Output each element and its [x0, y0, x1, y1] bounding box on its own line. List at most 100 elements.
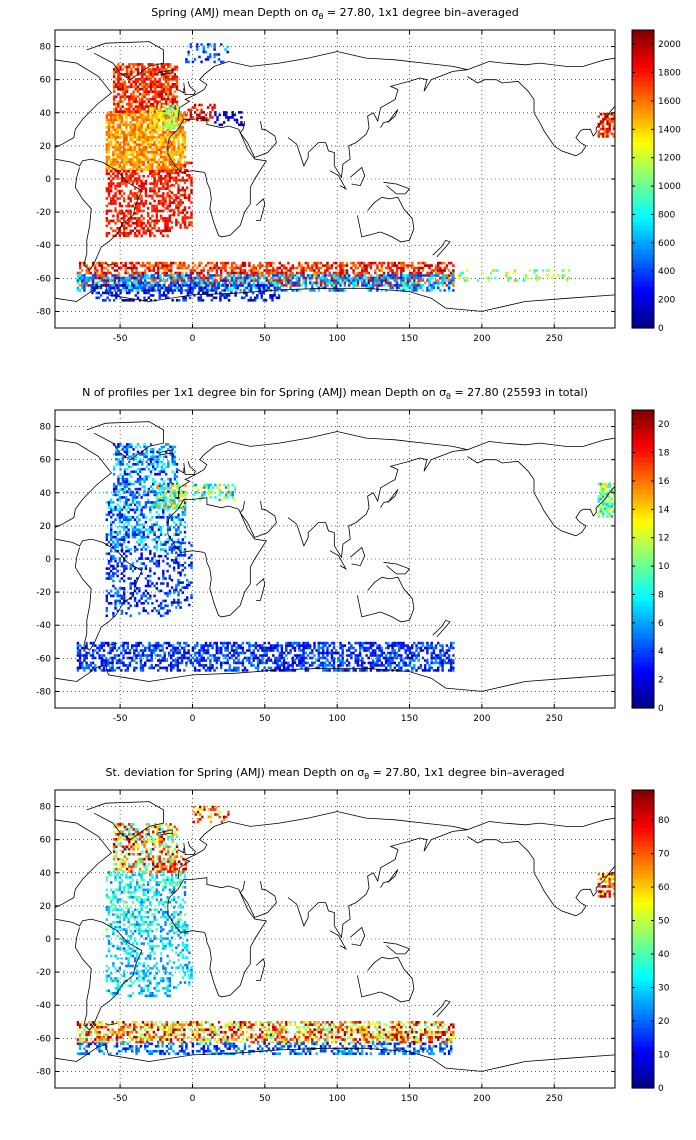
data-bin [181, 118, 184, 122]
data-bin [186, 186, 189, 190]
colorbar-segment [632, 183, 654, 189]
data-bin [267, 281, 271, 285]
data-bin [131, 174, 135, 178]
data-bin [129, 136, 132, 139]
data-bin [168, 128, 171, 132]
data-bin [298, 271, 301, 275]
data-bin [164, 153, 167, 156]
data-bin [105, 145, 108, 149]
data-bin [367, 276, 370, 280]
data-bin [371, 279, 375, 282]
data-bin [83, 289, 86, 292]
data-bin [136, 118, 139, 122]
data-bin [183, 165, 187, 169]
data-bin [230, 276, 234, 280]
data-bin [162, 121, 165, 124]
data-bin [447, 281, 451, 285]
data-bin [434, 279, 438, 282]
colorbar-segment [632, 141, 654, 148]
data-bin [146, 212, 150, 215]
data-bin [387, 266, 390, 270]
data-bin [149, 136, 152, 139]
data-bin [118, 543, 122, 546]
data-bin [168, 145, 171, 149]
data-bin [140, 214, 143, 218]
data-bin [115, 83, 118, 86]
data-bin [125, 450, 129, 454]
data-bin [430, 274, 433, 277]
data-bin [315, 264, 318, 267]
data-bin [142, 202, 145, 205]
data-bin [220, 261, 223, 265]
data-bin [354, 281, 357, 285]
data-bin [227, 118, 230, 122]
data-bin [177, 136, 180, 139]
data-bin [124, 281, 127, 285]
data-bin [105, 535, 108, 539]
data-bin [135, 274, 138, 277]
data-bin [129, 209, 132, 213]
data-bin [114, 572, 117, 575]
data-bin [127, 158, 130, 161]
data-bin [151, 582, 154, 585]
data-bin [144, 155, 148, 159]
data-bin [126, 276, 129, 280]
data-bin [145, 78, 148, 81]
data-bin [100, 264, 103, 267]
data-bin [142, 493, 145, 497]
data-bin [200, 60, 203, 64]
data-bin [426, 289, 429, 292]
data-bin [138, 453, 142, 456]
data-bin [171, 97, 174, 101]
data-bin [141, 87, 144, 91]
data-bin [175, 530, 178, 534]
data-bin [406, 264, 409, 267]
colorbar-segment [632, 34, 654, 40]
data-bin [159, 554, 163, 558]
data-bin [181, 136, 184, 139]
data-bin [116, 177, 119, 180]
data-bin [117, 284, 121, 287]
data-bin [162, 65, 166, 69]
data-bin [131, 222, 135, 225]
data-bin [140, 113, 143, 117]
data-bin [158, 296, 161, 300]
data-bin [131, 194, 135, 198]
data-bin [120, 123, 124, 127]
data-bin [107, 511, 111, 514]
data-bin [129, 204, 132, 208]
data-bin [139, 286, 143, 290]
data-bin [159, 114, 163, 117]
data-bin [127, 174, 130, 178]
data-bin [125, 68, 129, 71]
data-bin [177, 140, 180, 144]
data-bin [167, 85, 170, 89]
data-bin [133, 148, 137, 151]
data-bin [132, 80, 135, 84]
data-bin [141, 463, 144, 466]
data-bin [131, 172, 135, 175]
data-bin [116, 168, 119, 171]
data-bin [138, 165, 141, 169]
data-bin [177, 578, 180, 582]
data-bin [437, 269, 440, 272]
data-bin [225, 286, 229, 290]
data-bin [276, 279, 279, 282]
data-bin [382, 276, 386, 280]
data-bin [125, 485, 129, 488]
data-bin [251, 299, 255, 302]
data-bin [128, 472, 131, 476]
data-bin [137, 274, 140, 277]
data-bin [228, 279, 231, 282]
data-bin [176, 286, 179, 290]
data-bin [188, 216, 191, 219]
data-bin [134, 63, 137, 66]
data-bin [202, 111, 205, 114]
data-bin [170, 145, 174, 149]
data-bin [374, 279, 377, 282]
data-bin [133, 567, 137, 570]
data-bin [162, 543, 165, 546]
data-bin [226, 274, 229, 277]
data-bin [341, 289, 344, 292]
data-bin [291, 281, 294, 285]
